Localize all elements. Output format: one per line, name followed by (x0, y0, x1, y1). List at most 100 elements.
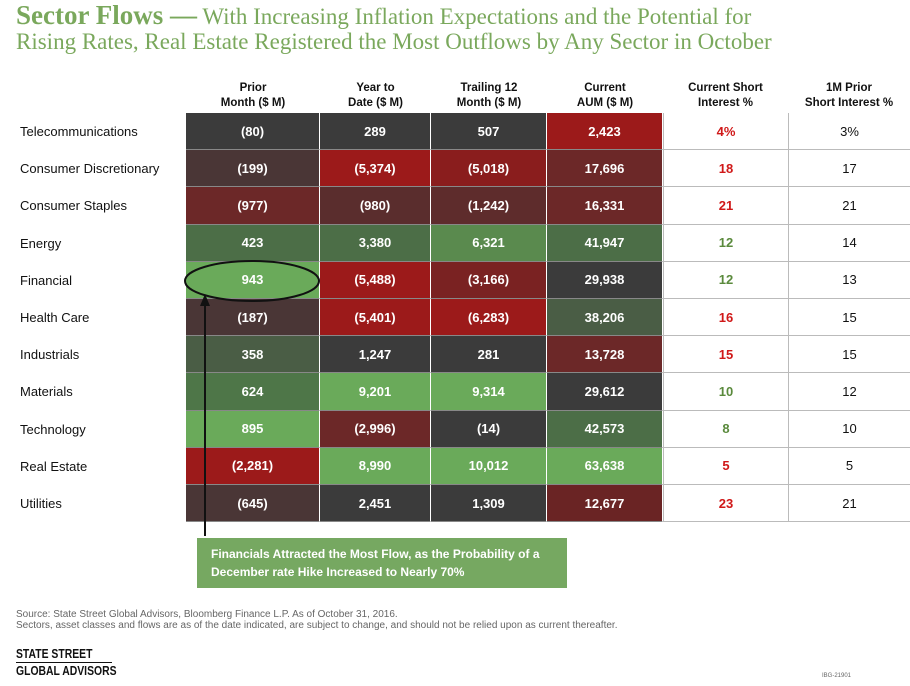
data-cell: 281 (431, 336, 547, 374)
header-text: Trailing 12 (460, 82, 518, 94)
column-header: Year to Date ($ M) (320, 81, 431, 111)
row-label: Energy (20, 235, 62, 251)
column-header: 1M Prior Short Interest % (788, 81, 910, 111)
callout-text: Financials Attracted the Most Flow, as t… (211, 547, 540, 561)
header-text: Interest % (698, 97, 753, 109)
interest-cell: 13 (788, 261, 910, 299)
interest-cell: 12 (663, 261, 788, 299)
data-cell: (5,018) (431, 150, 547, 188)
data-cell: (977) (186, 187, 320, 225)
title-text: Rising Rates, Real Estate Registered the… (16, 29, 772, 54)
data-cell: 9,314 (431, 373, 547, 411)
row-label: Materials (20, 384, 73, 400)
data-cell: (5,374) (320, 150, 431, 188)
column-header: Current AUM ($ M) (547, 81, 663, 111)
interest-cell: 23 (663, 485, 788, 523)
data-cell: 8,990 (320, 447, 431, 485)
data-cell: (980) (320, 187, 431, 225)
data-cell: 12,677 (547, 485, 663, 523)
interest-cell: 14 (788, 224, 910, 262)
data-cell: 507 (431, 113, 547, 151)
data-cell: (1,242) (431, 187, 547, 225)
logo-text: GLOBAL ADVISORS (16, 663, 117, 678)
header-text: Current Short (688, 82, 763, 94)
interest-cell: 5 (788, 447, 910, 485)
logo-text: STATE STREET (16, 646, 112, 663)
header-text: Month ($ M) (220, 97, 286, 109)
data-cell: 3,380 (320, 224, 431, 262)
logo: STATE STREET GLOBAL ADVISORS (16, 646, 117, 679)
row-label: Real Estate (20, 458, 88, 474)
data-cell: (3,166) (431, 261, 547, 299)
data-cell: (645) (186, 485, 320, 523)
row-label: Industrials (20, 347, 80, 363)
interest-cell: 15 (788, 336, 910, 374)
data-cell: 289 (320, 113, 431, 151)
header-text: Date ($ M) (348, 97, 403, 109)
data-cell: 2,451 (320, 485, 431, 523)
highlight-ellipse (184, 260, 320, 302)
data-cell: 358 (186, 336, 320, 374)
data-cell: (5,488) (320, 261, 431, 299)
data-cell: 29,612 (547, 373, 663, 411)
data-cell: (14) (431, 410, 547, 448)
data-cell: 1,309 (431, 485, 547, 523)
data-cell: 41,947 (547, 224, 663, 262)
data-cell: (2,281) (186, 447, 320, 485)
code: IBG-21901 (822, 673, 852, 679)
data-cell: 17,696 (547, 150, 663, 188)
data-cell: (6,283) (431, 299, 547, 337)
interest-cell: 12 (663, 224, 788, 262)
data-cell: 42,573 (547, 410, 663, 448)
header-text: Month ($ M) (456, 97, 522, 109)
column-header: Prior Month ($ M) (186, 81, 320, 111)
interest-cell: 4% (663, 113, 788, 151)
data-cell: (5,401) (320, 299, 431, 337)
interest-cell: 12 (788, 373, 910, 411)
data-cell: 10,012 (431, 447, 547, 485)
row-label: Consumer Staples (20, 198, 127, 214)
interest-cell: 16 (663, 299, 788, 337)
row-label: Technology (20, 421, 86, 437)
data-cell: (199) (186, 150, 320, 188)
data-cell: 1,247 (320, 336, 431, 374)
interest-cell: 21 (663, 187, 788, 225)
interest-cell: 5 (663, 447, 788, 485)
header-text: Prior (239, 82, 267, 94)
row-label: Health Care (20, 310, 90, 326)
data-cell: 16,331 (547, 187, 663, 225)
interest-cell: 17 (788, 150, 910, 188)
header-text: Short Interest % (804, 97, 894, 109)
data-cell: 29,938 (547, 261, 663, 299)
data-cell: 13,728 (547, 336, 663, 374)
data-cell: 38,206 (547, 299, 663, 337)
interest-cell: 18 (663, 150, 788, 188)
callout: Financials Attracted the Most Flow, as t… (197, 538, 567, 588)
row-label: Telecommunications (20, 124, 138, 140)
header-text: Current (584, 82, 626, 94)
callout-text: December rate Hike Increased to Nearly 7… (211, 565, 465, 579)
interest-cell: 15 (663, 336, 788, 374)
title-text: With Increasing Inflation Expectations a… (202, 4, 752, 29)
source: Source: State Street Global Advisors, Bl… (16, 609, 398, 620)
interest-cell: 10 (663, 373, 788, 411)
interest-cell: 21 (788, 187, 910, 225)
title-line: Sector Flows — With Increasing Inflation… (16, 0, 751, 31)
data-cell: 943 (186, 261, 320, 299)
data-cell: (80) (186, 113, 320, 151)
data-cell: 63,638 (547, 447, 663, 485)
data-cell: (2,996) (320, 410, 431, 448)
row-label: Consumer Discretionary (20, 161, 160, 177)
interest-cell: 21 (788, 485, 910, 523)
header-text: AUM ($ M) (576, 97, 634, 109)
title-lead: Sector Flows — (16, 0, 197, 30)
disclaimer: Sectors, asset classes and flows are as … (16, 620, 618, 631)
interest-cell: 10 (788, 410, 910, 448)
column-header: Trailing 12 Month ($ M) (431, 81, 547, 111)
interest-cell: 3% (788, 113, 910, 151)
data-cell: 2,423 (547, 113, 663, 151)
header-text: Year to (356, 82, 395, 94)
column-header: Current Short Interest % (663, 81, 788, 111)
